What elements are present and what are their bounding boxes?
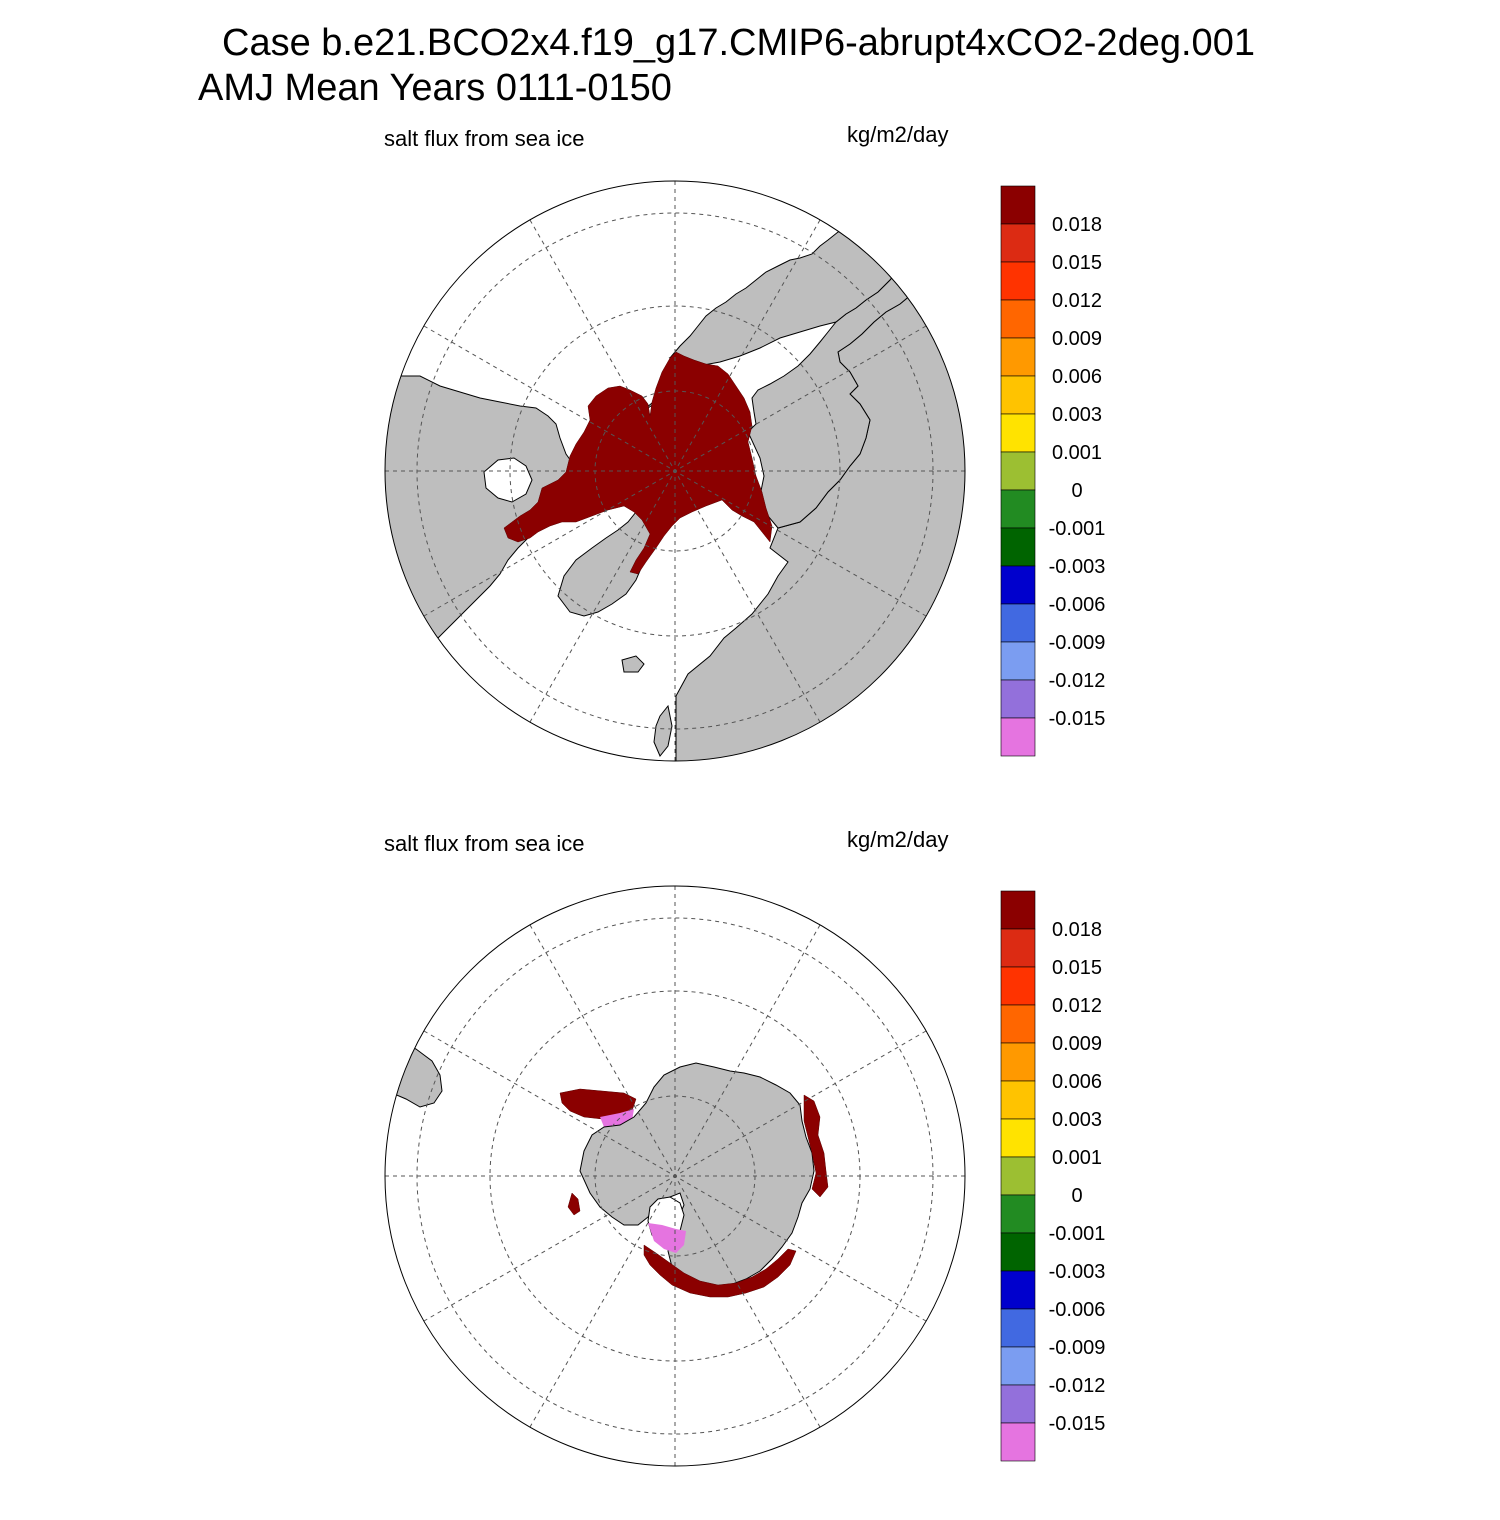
colorbar-label: 0.018 xyxy=(1052,919,1102,941)
colorbar-label: -0.012 xyxy=(1049,1375,1106,1397)
colorbar-label: 0.015 xyxy=(1052,252,1102,274)
south-variable-label: salt flux from sea ice xyxy=(384,831,585,856)
colorbar-label: 0.001 xyxy=(1052,1147,1102,1169)
south-units-label: kg/m2/day xyxy=(847,827,949,852)
south-flux-east xyxy=(803,1094,829,1198)
south-polar-map xyxy=(384,885,966,1467)
colorbar-label: 0.015 xyxy=(1052,957,1102,979)
colorbar-swatch xyxy=(1000,1232,1036,1272)
north-sea-ice-flux xyxy=(503,351,773,575)
colorbar-swatch xyxy=(1000,1346,1036,1386)
colorbar-swatch xyxy=(1000,641,1036,681)
north-hudson-bay xyxy=(483,457,533,503)
colorbar-label: 0.012 xyxy=(1052,290,1102,312)
north-colorbar: 0.018 0.015 0.012 0.009 0.006 0.003 0.001 0 -0.0… xyxy=(1000,185,1106,757)
colorbar-label: -0.003 xyxy=(1049,1261,1106,1283)
south-flux-ross-negative xyxy=(648,1223,686,1253)
north-panel: salt flux from sea ice kg/m2/day xyxy=(0,110,1500,815)
colorbar-swatch xyxy=(1000,1118,1036,1158)
colorbar-swatch xyxy=(1000,261,1036,301)
colorbar-swatch xyxy=(1000,1384,1036,1424)
figure-subtitle: AMJ Mean Years 0111-0150 xyxy=(198,67,672,109)
colorbar-label: -0.009 xyxy=(1049,632,1106,654)
south-flux-west xyxy=(567,1192,581,1216)
colorbar-swatch xyxy=(1000,1270,1036,1310)
colorbar-label: 0.009 xyxy=(1052,328,1102,350)
north-map-border xyxy=(384,180,966,762)
north-variable-label: salt flux from sea ice xyxy=(384,126,585,151)
colorbar-swatch xyxy=(1000,527,1036,567)
north-units-label: kg/m2/day xyxy=(847,122,949,147)
colorbar-swatch xyxy=(1000,1042,1036,1082)
colorbar-swatch xyxy=(1000,966,1036,1006)
south-map-border xyxy=(384,885,966,1467)
colorbar-swatch xyxy=(1000,375,1036,415)
colorbar-swatch xyxy=(1000,717,1036,757)
colorbar-label: 0.012 xyxy=(1052,995,1102,1017)
colorbar-label: -0.006 xyxy=(1049,1299,1106,1321)
colorbar-swatch xyxy=(1000,223,1036,263)
colorbar-swatch xyxy=(1000,890,1036,930)
north-polar-map xyxy=(384,180,966,762)
colorbar-swatch xyxy=(1000,928,1036,968)
colorbar-swatch xyxy=(1000,1004,1036,1044)
colorbar-swatch xyxy=(1000,489,1036,529)
north-land-iceland xyxy=(621,655,645,673)
colorbar-label: 0.009 xyxy=(1052,1033,1102,1055)
colorbar-label: 0.006 xyxy=(1052,366,1102,388)
colorbar-swatch xyxy=(1000,1308,1036,1348)
colorbar-swatch xyxy=(1000,451,1036,491)
colorbar-label: -0.012 xyxy=(1049,670,1106,692)
colorbar-swatch xyxy=(1000,565,1036,605)
colorbar-label: 0.001 xyxy=(1052,442,1102,464)
south-flux-ross xyxy=(643,1244,797,1298)
figure-title: Case b.e21.BCO2x4.f19_g17.CMIP6-abrupt4x… xyxy=(222,22,1255,64)
colorbar-label: 0 xyxy=(1071,1185,1082,1207)
colorbar-label: 0 xyxy=(1071,480,1082,502)
colorbar-label: 0.003 xyxy=(1052,1109,1102,1131)
colorbar-label: -0.015 xyxy=(1049,708,1106,730)
south-panel: salt flux from sea ice kg/m2/day xyxy=(0,815,1500,1520)
colorbar-label: -0.015 xyxy=(1049,1413,1106,1435)
colorbar-swatch xyxy=(1000,1194,1036,1234)
colorbar-swatch xyxy=(1000,1080,1036,1120)
colorbar-swatch xyxy=(1000,679,1036,719)
colorbar-swatch xyxy=(1000,603,1036,643)
colorbar-swatch xyxy=(1000,413,1036,453)
south-colorbar: 0.018 0.015 0.012 0.009 0.006 0.003 0.001 0 -0.0… xyxy=(1000,890,1106,1462)
colorbar-label: -0.009 xyxy=(1049,1337,1106,1359)
colorbar-label: 0.018 xyxy=(1052,214,1102,236)
south-graticule xyxy=(385,886,965,1466)
colorbar-label: -0.003 xyxy=(1049,556,1106,578)
colorbar-swatch xyxy=(1000,299,1036,339)
colorbar-swatch xyxy=(1000,185,1036,225)
colorbar-swatch xyxy=(1000,1422,1036,1462)
colorbar-label: -0.006 xyxy=(1049,594,1106,616)
colorbar-label: 0.006 xyxy=(1052,1071,1102,1093)
north-graticule xyxy=(385,181,965,761)
colorbar-label: -0.001 xyxy=(1049,1223,1106,1245)
colorbar-label: -0.001 xyxy=(1049,518,1106,540)
colorbar-swatch xyxy=(1000,1156,1036,1196)
colorbar-label: 0.003 xyxy=(1052,404,1102,426)
colorbar-swatch xyxy=(1000,337,1036,377)
